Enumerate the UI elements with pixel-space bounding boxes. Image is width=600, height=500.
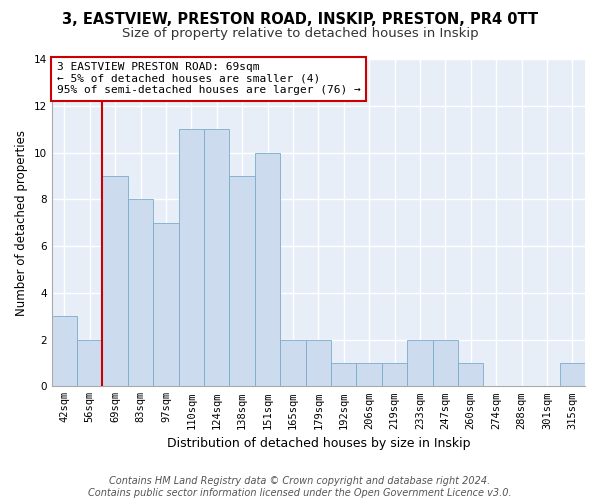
- Bar: [128, 200, 153, 386]
- Bar: [255, 152, 280, 386]
- Bar: [382, 363, 407, 386]
- X-axis label: Distribution of detached houses by size in Inskip: Distribution of detached houses by size …: [167, 437, 470, 450]
- Bar: [179, 129, 204, 386]
- Text: Size of property relative to detached houses in Inskip: Size of property relative to detached ho…: [122, 28, 478, 40]
- Bar: [560, 363, 585, 386]
- Bar: [280, 340, 305, 386]
- Bar: [356, 363, 382, 386]
- Y-axis label: Number of detached properties: Number of detached properties: [15, 130, 28, 316]
- Bar: [103, 176, 128, 386]
- Text: 3 EASTVIEW PRESTON ROAD: 69sqm
← 5% of detached houses are smaller (4)
95% of se: 3 EASTVIEW PRESTON ROAD: 69sqm ← 5% of d…: [57, 62, 361, 96]
- Bar: [229, 176, 255, 386]
- Bar: [52, 316, 77, 386]
- Bar: [331, 363, 356, 386]
- Bar: [153, 222, 179, 386]
- Bar: [305, 340, 331, 386]
- Bar: [77, 340, 103, 386]
- Text: 3, EASTVIEW, PRESTON ROAD, INSKIP, PRESTON, PR4 0TT: 3, EASTVIEW, PRESTON ROAD, INSKIP, PREST…: [62, 12, 538, 28]
- Bar: [458, 363, 484, 386]
- Bar: [407, 340, 433, 386]
- Bar: [204, 129, 229, 386]
- Text: Contains HM Land Registry data © Crown copyright and database right 2024.
Contai: Contains HM Land Registry data © Crown c…: [88, 476, 512, 498]
- Bar: [433, 340, 458, 386]
